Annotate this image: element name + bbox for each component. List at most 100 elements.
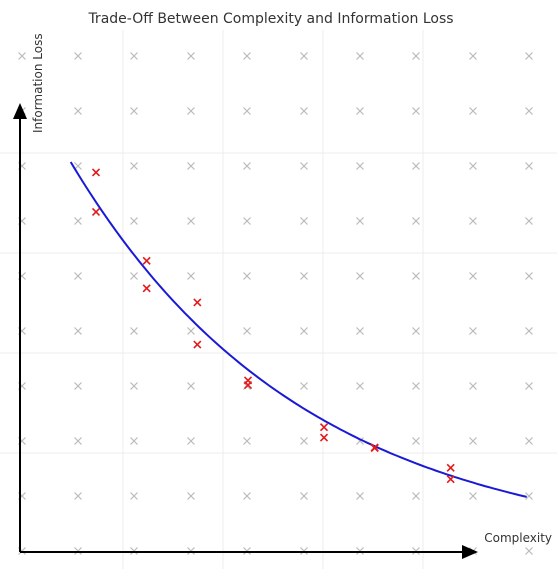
bg-marker-5-3 (187, 327, 195, 335)
bg-marker-0-2 (130, 52, 138, 60)
bg-marker-2-2 (130, 162, 138, 170)
data-point-observed-6-stroke-b (446, 475, 455, 484)
bg-marker-6-8 (469, 382, 477, 390)
data-point-on-curve-1-stroke-b (142, 284, 151, 293)
bg-marker-7-8-stroke-b (469, 437, 477, 445)
bg-marker-3-2-stroke-b (130, 217, 138, 225)
bg-marker-4-9-stroke-b (525, 272, 533, 280)
bg-marker-2-7-stroke-b (412, 162, 420, 170)
bg-marker-4-9 (525, 272, 533, 280)
bg-marker-7-1-stroke-b (74, 437, 82, 445)
bg-marker-8-5-stroke-b (300, 492, 308, 500)
bg-marker-3-6 (356, 217, 364, 225)
bg-marker-0-3-stroke-b (187, 52, 195, 60)
bg-marker-0-8 (469, 52, 477, 60)
bg-marker-1-6-stroke-b (356, 107, 364, 115)
bg-marker-6-3-stroke-b (187, 382, 195, 390)
bg-marker-5-2-stroke-b (130, 327, 138, 335)
x-axis-arrow (462, 545, 478, 559)
bg-marker-4-5-stroke-b (300, 272, 308, 280)
bg-marker-0-5 (300, 52, 308, 60)
data-point-on-curve-2 (193, 340, 202, 349)
data-point-observed-1 (142, 256, 151, 265)
data-point-observed-2 (193, 298, 202, 307)
bg-marker-6-9-stroke-b (525, 382, 533, 390)
bg-marker-8-2-stroke-b (130, 492, 138, 500)
bg-marker-3-4-stroke-b (243, 217, 251, 225)
bg-marker-7-4 (243, 437, 251, 445)
bg-marker-9-9-stroke-b (525, 547, 533, 555)
y-axis-label: Information Loss (31, 33, 45, 133)
bg-marker-7-4-stroke-b (243, 437, 251, 445)
bg-marker-0-3 (187, 52, 195, 60)
bg-marker-7-7-stroke-b (412, 437, 420, 445)
data-point-observed-0-stroke-b (91, 168, 101, 177)
bg-marker-3-1-stroke-b (74, 217, 82, 225)
bg-marker-0-1 (74, 52, 82, 60)
bg-marker-7-9 (525, 437, 533, 445)
bg-marker-3-5 (300, 217, 308, 225)
y-axis-arrow (13, 103, 27, 119)
data-point-observed-0 (91, 168, 101, 177)
bg-marker-4-6 (356, 272, 364, 280)
bg-marker-7-5 (300, 437, 308, 445)
fit-curve (69, 161, 527, 498)
data-point-on-curve-3 (243, 381, 253, 390)
bg-marker-3-7 (412, 217, 420, 225)
bg-marker-3-3 (187, 217, 195, 225)
bg-marker-5-4 (243, 327, 251, 335)
bg-marker-4-3 (187, 272, 195, 280)
bg-marker-5-3-stroke-b (187, 327, 195, 335)
data-point-observed-4-stroke-b (319, 433, 329, 442)
bg-marker-6-2 (130, 382, 138, 390)
bg-marker-7-1 (74, 437, 82, 445)
data-point-on-curve-6 (446, 463, 455, 472)
data-points (91, 168, 455, 484)
bg-marker-1-4-stroke-b (243, 107, 251, 115)
bg-marker-0-4-stroke-b (243, 52, 251, 60)
bg-marker-0-1-stroke-b (74, 52, 82, 60)
bg-marker-7-3-stroke-b (187, 437, 195, 445)
bg-marker-6-5-stroke-b (300, 382, 308, 390)
bg-marker-1-3 (187, 107, 195, 115)
bg-marker-8-1-stroke-b (74, 492, 82, 500)
bg-marker-5-1 (74, 327, 82, 335)
bg-marker-9-9 (525, 547, 533, 555)
bg-marker-6-2-stroke-b (130, 382, 138, 390)
bg-marker-0-4 (243, 52, 251, 60)
bg-marker-6-7 (412, 382, 420, 390)
bg-marker-6-1 (74, 382, 82, 390)
bg-marker-4-7-stroke-b (412, 272, 420, 280)
bg-marker-3-8 (469, 217, 477, 225)
bg-marker-6-9 (525, 382, 533, 390)
bg-marker-8-3 (187, 492, 195, 500)
bg-marker-1-8 (469, 107, 477, 115)
bg-marker-4-5 (300, 272, 308, 280)
data-point-observed-4 (319, 433, 329, 442)
bg-marker-7-2 (130, 437, 138, 445)
bg-marker-5-8 (469, 327, 477, 335)
bg-marker-3-8-stroke-b (469, 217, 477, 225)
bg-marker-3-3-stroke-b (187, 217, 195, 225)
bg-marker-1-5 (300, 107, 308, 115)
bg-marker-1-8-stroke-b (469, 107, 477, 115)
bg-marker-4-1 (74, 272, 82, 280)
bg-marker-8-5 (300, 492, 308, 500)
bg-marker-4-2 (130, 272, 138, 280)
data-point-on-curve-0-stroke-b (91, 207, 101, 216)
bg-marker-0-7 (412, 52, 420, 60)
bg-marker-1-1-stroke-b (74, 107, 82, 115)
bg-marker-6-5 (300, 382, 308, 390)
bg-marker-7-9-stroke-b (525, 437, 533, 445)
bg-marker-8-8 (469, 492, 477, 500)
bg-marker-2-7 (412, 162, 420, 170)
bg-marker-8-6-stroke-b (356, 492, 364, 500)
data-point-on-curve-6-stroke-b (446, 463, 455, 472)
bg-marker-1-1 (74, 107, 82, 115)
bg-marker-6-6 (356, 382, 364, 390)
bg-marker-3-6-stroke-b (356, 217, 364, 225)
bg-marker-2-6-stroke-b (356, 162, 364, 170)
bg-marker-2-4-stroke-b (243, 162, 251, 170)
bg-marker-7-7 (412, 437, 420, 445)
